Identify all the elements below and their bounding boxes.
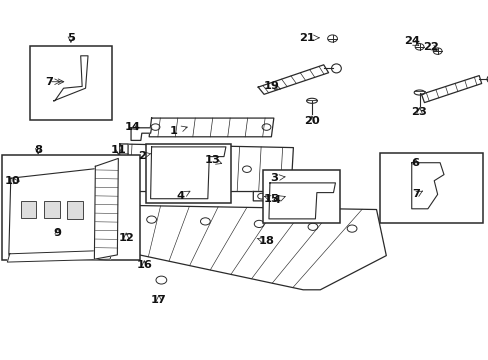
Polygon shape [253,192,271,201]
Text: 4: 4 [272,195,280,205]
Text: 20: 20 [304,116,319,126]
Text: 4: 4 [177,191,184,201]
Text: 14: 14 [125,122,141,132]
Polygon shape [150,147,225,199]
Bar [380,153,482,223]
Text: 16: 16 [136,260,152,270]
Polygon shape [258,65,328,94]
Bar [145,144,231,203]
Polygon shape [268,183,335,219]
Text: 19: 19 [263,81,279,91]
Bar [263,170,340,223]
Text: 5: 5 [67,33,75,43]
Text: 11: 11 [110,145,126,156]
FancyBboxPatch shape [67,201,83,219]
Text: 21: 21 [299,33,314,43]
Polygon shape [421,76,481,103]
FancyBboxPatch shape [20,201,36,218]
Text: 2: 2 [138,150,145,161]
Polygon shape [7,250,112,262]
Text: 23: 23 [411,107,427,117]
Polygon shape [119,144,128,248]
Text: 10: 10 [4,176,20,186]
Text: 7: 7 [45,77,53,87]
FancyBboxPatch shape [44,201,60,218]
Text: 24: 24 [403,36,419,46]
Text: 8: 8 [34,145,42,155]
Polygon shape [149,118,273,137]
Text: 9: 9 [54,228,61,238]
Text: 13: 13 [204,155,220,165]
Text: 3: 3 [269,173,277,183]
Text: 12: 12 [118,233,134,243]
Bar [30,46,112,120]
Text: 17: 17 [151,294,166,305]
Text: 1: 1 [169,126,177,136]
Text: 6: 6 [411,158,419,168]
Polygon shape [131,128,151,140]
Text: 18: 18 [258,236,274,246]
Polygon shape [117,205,386,290]
Text: 7: 7 [412,189,420,199]
Polygon shape [411,163,443,209]
Polygon shape [119,144,293,192]
Bar [2,155,140,260]
Text: 22: 22 [423,42,438,52]
Polygon shape [9,166,116,256]
Polygon shape [94,158,118,259]
Text: 15: 15 [263,194,279,204]
Polygon shape [54,56,88,101]
